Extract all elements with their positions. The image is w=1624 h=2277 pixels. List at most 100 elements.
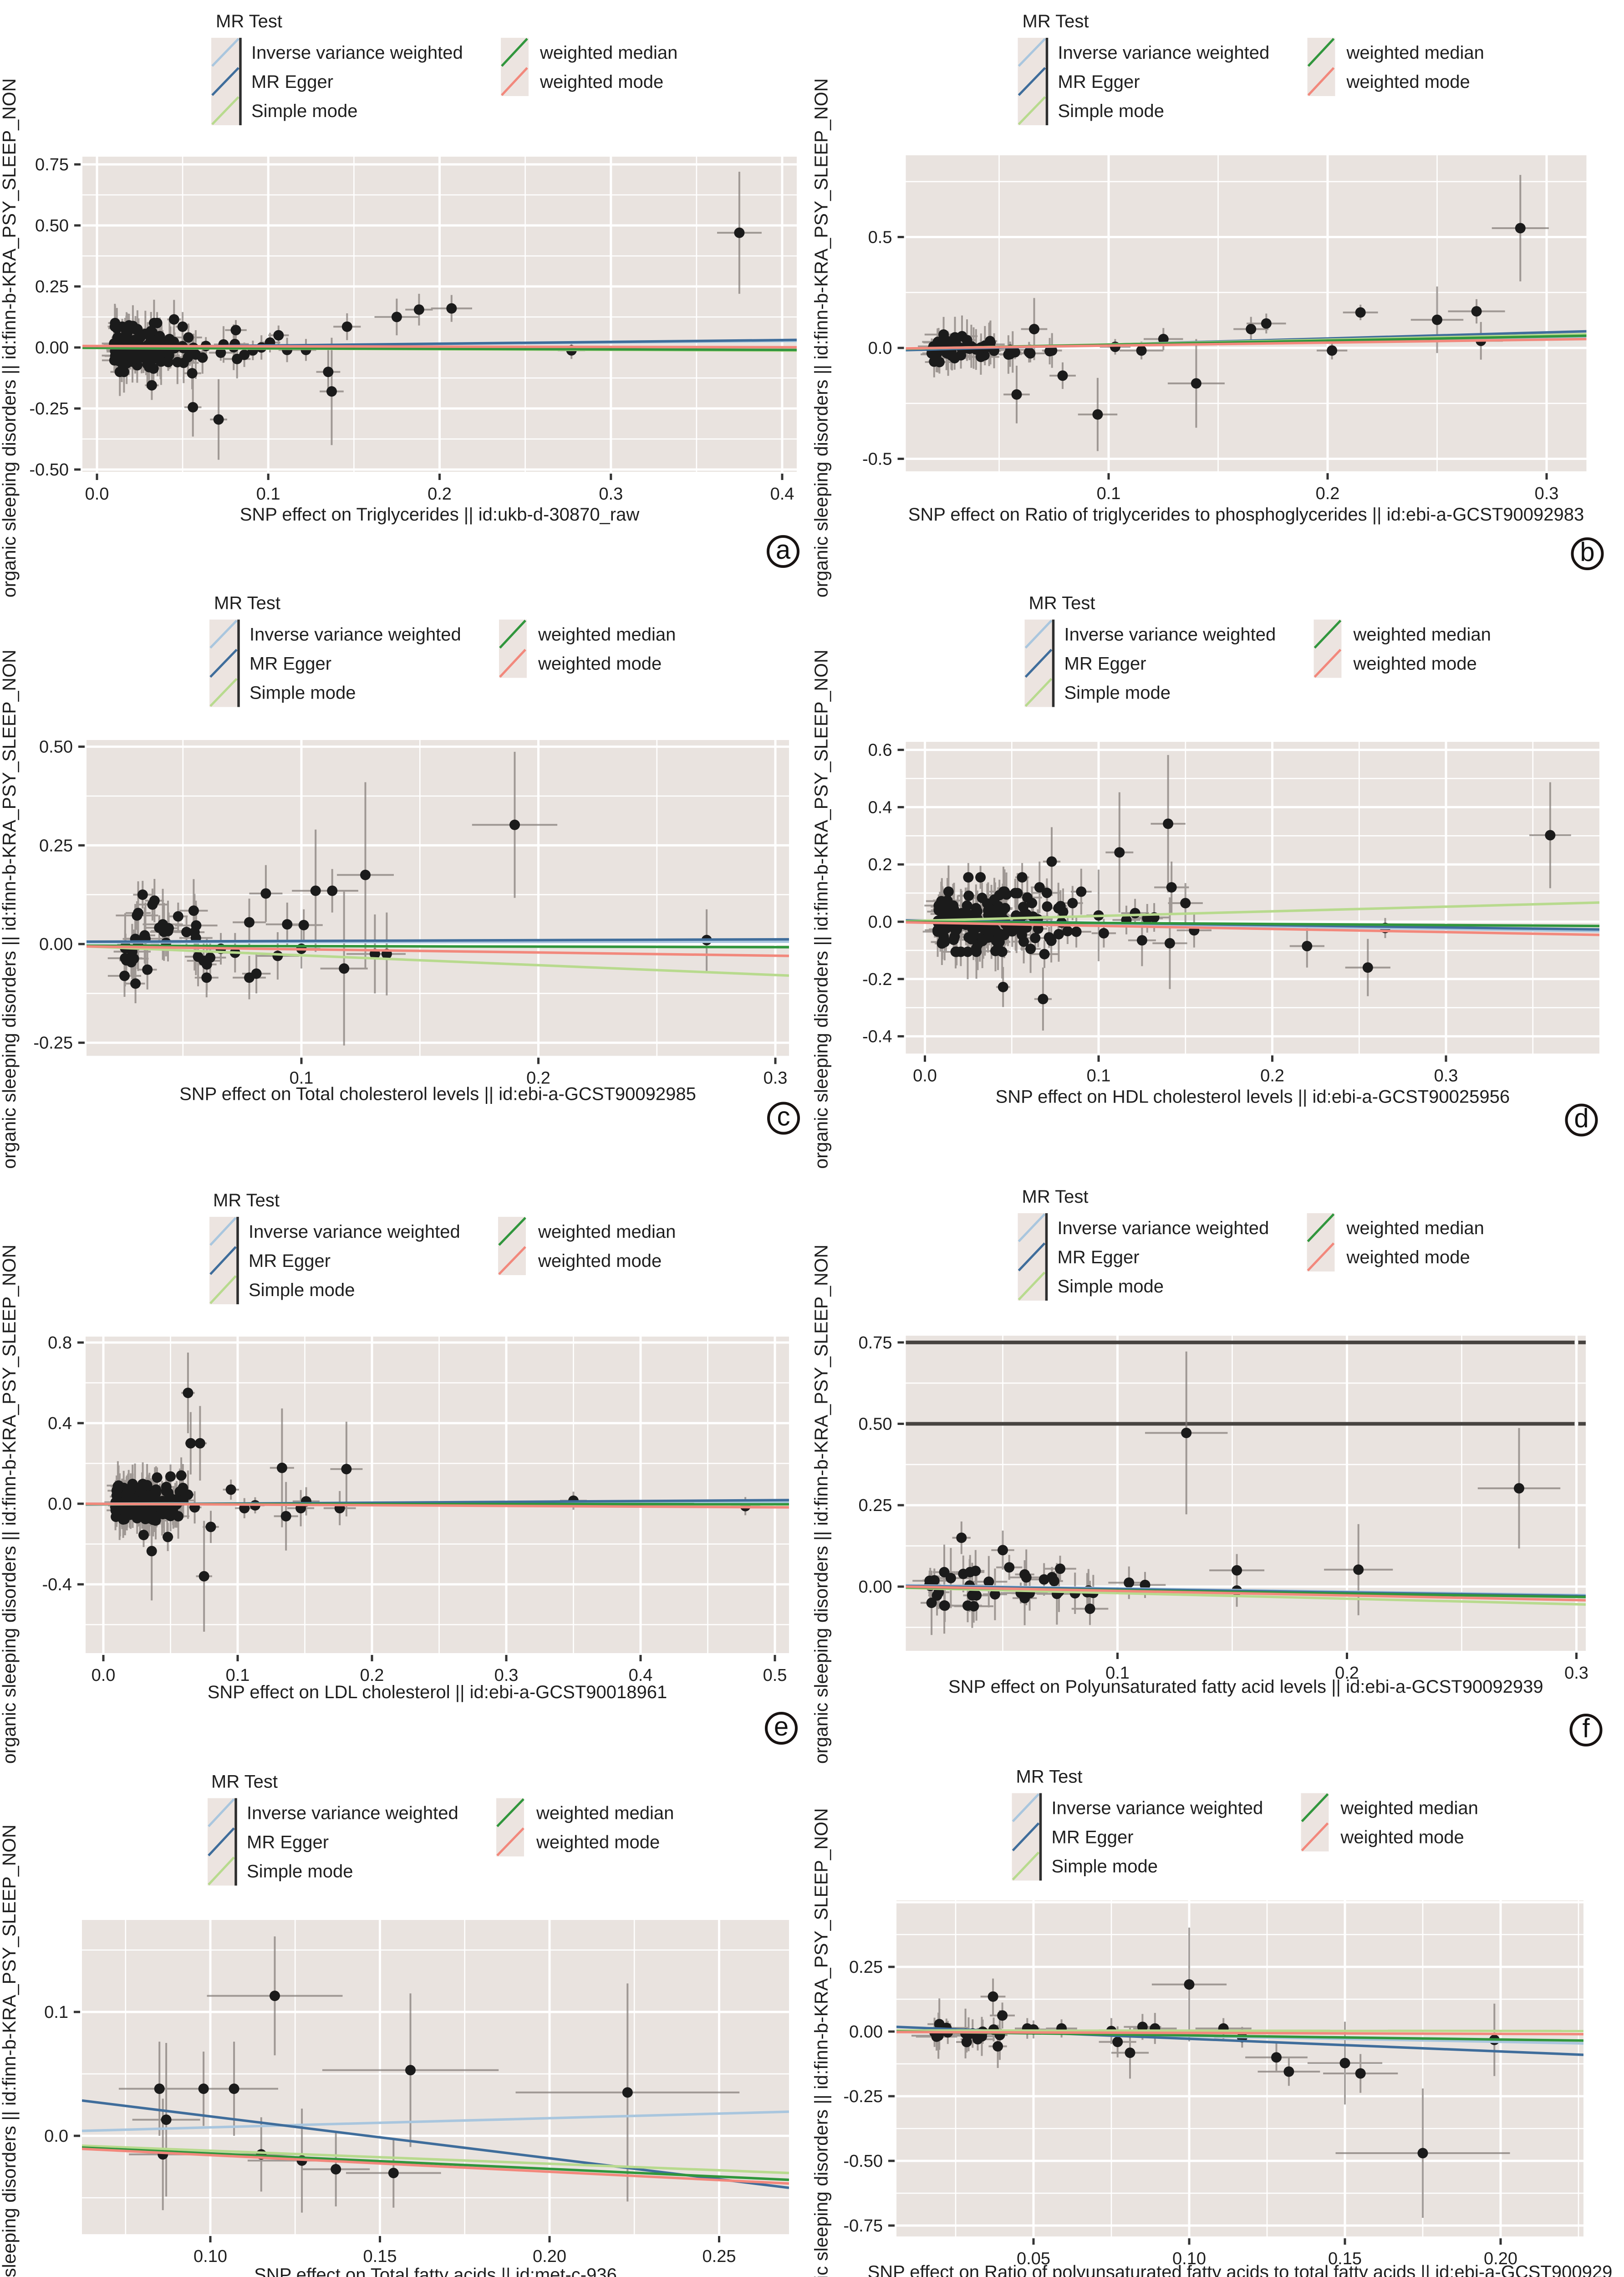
svg-text:Simple mode: Simple mode bbox=[251, 101, 357, 121]
svg-text:MR Test: MR Test bbox=[216, 11, 282, 31]
svg-text:organic sleeping disorders ||: organic sleeping disorders || id:finn-b-… bbox=[0, 1824, 20, 2277]
svg-text:weighted median: weighted median bbox=[538, 625, 676, 645]
svg-text:0.2: 0.2 bbox=[1316, 484, 1340, 503]
svg-text:Simple mode: Simple mode bbox=[249, 1280, 355, 1300]
svg-text:-0.75: -0.75 bbox=[843, 2216, 883, 2236]
svg-text:0.5: 0.5 bbox=[868, 228, 892, 247]
svg-text:weighted mode: weighted mode bbox=[1340, 1828, 1464, 1848]
svg-text:0.75: 0.75 bbox=[859, 1333, 892, 1353]
svg-text:0.0: 0.0 bbox=[913, 1067, 937, 1086]
svg-text:weighted mode: weighted mode bbox=[538, 1251, 662, 1271]
svg-text:MR Test: MR Test bbox=[211, 1772, 278, 1792]
svg-text:Simple mode: Simple mode bbox=[1058, 101, 1164, 121]
svg-text:0.00: 0.00 bbox=[859, 1578, 892, 1597]
svg-text:0.15: 0.15 bbox=[363, 2247, 397, 2266]
svg-text:weighted mode: weighted mode bbox=[538, 654, 662, 674]
svg-text:Inverse variance weighted: Inverse variance weighted bbox=[249, 1222, 460, 1242]
svg-text:0.3: 0.3 bbox=[1564, 1664, 1588, 1683]
svg-text:MR Egger: MR Egger bbox=[249, 654, 331, 674]
svg-text:0.25: 0.25 bbox=[35, 277, 69, 296]
svg-text:0.1: 0.1 bbox=[1105, 1664, 1130, 1683]
svg-text:0.00: 0.00 bbox=[849, 2022, 883, 2042]
svg-text:0.10: 0.10 bbox=[193, 2247, 227, 2266]
svg-text:0.0: 0.0 bbox=[868, 339, 892, 358]
svg-text:Inverse variance weighted: Inverse variance weighted bbox=[1052, 1798, 1263, 1818]
svg-text:SNP effect on Total cholestero: SNP effect on Total cholesterol levels |… bbox=[179, 1084, 696, 1104]
svg-text:SNP effect on Ratio of triglyc: SNP effect on Ratio of triglycerides to … bbox=[908, 505, 1584, 525]
svg-text:-0.50: -0.50 bbox=[843, 2152, 883, 2171]
svg-text:0.0: 0.0 bbox=[48, 1495, 72, 1514]
svg-text:Inverse variance weighted: Inverse variance weighted bbox=[247, 1803, 458, 1823]
svg-text:0.0: 0.0 bbox=[44, 2127, 68, 2146]
svg-text:0.5: 0.5 bbox=[763, 1666, 787, 1685]
svg-text:0.8: 0.8 bbox=[48, 1333, 72, 1353]
svg-text:MR Egger: MR Egger bbox=[251, 72, 333, 92]
svg-text:0.3: 0.3 bbox=[1535, 484, 1559, 503]
svg-text:0.4: 0.4 bbox=[770, 485, 794, 504]
svg-text:SNP effect on Triglycerides ||: SNP effect on Triglycerides || id:ukb-d-… bbox=[240, 505, 640, 525]
svg-text:0.3: 0.3 bbox=[494, 1666, 519, 1685]
svg-text:MR Egger: MR Egger bbox=[249, 1251, 331, 1271]
svg-text:0.1: 0.1 bbox=[290, 1069, 314, 1088]
svg-text:weighted median: weighted median bbox=[1346, 1218, 1484, 1238]
svg-text:0.00: 0.00 bbox=[35, 338, 69, 357]
svg-text:0.4: 0.4 bbox=[48, 1414, 72, 1433]
svg-text:MR Test: MR Test bbox=[1022, 1187, 1089, 1207]
svg-text:Simple mode: Simple mode bbox=[1052, 1857, 1158, 1877]
svg-text:Inverse variance weighted: Inverse variance weighted bbox=[251, 43, 463, 63]
svg-text:Simple mode: Simple mode bbox=[1058, 1276, 1164, 1297]
svg-text:0.1: 0.1 bbox=[226, 1666, 250, 1685]
svg-text:organic sleeping disorders ||: organic sleeping disorders || id:finn-b-… bbox=[811, 1245, 832, 1764]
svg-text:0.15: 0.15 bbox=[1328, 2249, 1362, 2268]
svg-text:MR Test: MR Test bbox=[214, 593, 280, 613]
svg-text:Inverse variance weighted: Inverse variance weighted bbox=[1058, 43, 1270, 63]
svg-text:0.3: 0.3 bbox=[764, 1069, 788, 1088]
svg-text:f: f bbox=[1582, 1714, 1590, 1743]
svg-text:organic sleeping disorders ||: organic sleeping disorders || id:finn-b-… bbox=[811, 1808, 832, 2277]
svg-text:organic sleeping disorders ||: organic sleeping disorders || id:finn-b-… bbox=[0, 78, 20, 597]
svg-text:weighted median: weighted median bbox=[538, 1222, 676, 1242]
svg-text:SNP effect on LDL cholesterol: SNP effect on LDL cholesterol || id:ebi-… bbox=[208, 1682, 667, 1702]
svg-text:-0.4: -0.4 bbox=[862, 1027, 892, 1047]
svg-text:0.10: 0.10 bbox=[1172, 2249, 1206, 2268]
svg-text:SNP effect on Ratio of polyuns: SNP effect on Ratio of polyunsaturated f… bbox=[868, 2262, 1613, 2277]
svg-text:0.2: 0.2 bbox=[868, 855, 892, 874]
svg-text:0.00: 0.00 bbox=[39, 935, 73, 954]
svg-text:0.2: 0.2 bbox=[526, 1069, 550, 1088]
svg-text:0.2: 0.2 bbox=[360, 1666, 384, 1685]
svg-text:MR Test: MR Test bbox=[1029, 593, 1095, 613]
svg-text:MR Egger: MR Egger bbox=[1058, 1247, 1140, 1267]
svg-text:weighted mode: weighted mode bbox=[1346, 72, 1470, 92]
svg-text:MR Test: MR Test bbox=[1016, 1767, 1083, 1787]
svg-text:-0.5: -0.5 bbox=[862, 450, 892, 469]
svg-text:-0.50: -0.50 bbox=[29, 460, 69, 480]
svg-text:0.1: 0.1 bbox=[256, 485, 280, 504]
svg-text:MR Egger: MR Egger bbox=[1052, 1828, 1134, 1848]
svg-text:MR Test: MR Test bbox=[1023, 11, 1089, 31]
svg-text:-0.2: -0.2 bbox=[862, 970, 892, 989]
svg-text:weighted median: weighted median bbox=[1346, 43, 1484, 63]
svg-text:c: c bbox=[777, 1102, 790, 1132]
svg-text:0.50: 0.50 bbox=[859, 1415, 892, 1434]
svg-text:0.1: 0.1 bbox=[1087, 1067, 1111, 1086]
svg-text:0.25: 0.25 bbox=[859, 1496, 892, 1515]
svg-text:-0.25: -0.25 bbox=[33, 1034, 73, 1053]
svg-text:weighted median: weighted median bbox=[536, 1803, 674, 1823]
svg-text:d: d bbox=[1574, 1104, 1588, 1133]
svg-text:-0.4: -0.4 bbox=[42, 1575, 72, 1594]
svg-text:0.4: 0.4 bbox=[629, 1666, 653, 1685]
svg-text:0.25: 0.25 bbox=[703, 2247, 736, 2266]
svg-text:0.2: 0.2 bbox=[1260, 1067, 1284, 1086]
svg-text:organic sleeping disorders ||: organic sleeping disorders || id:finn-b-… bbox=[811, 649, 832, 1169]
svg-text:-0.25: -0.25 bbox=[843, 2087, 883, 2106]
svg-text:MR Egger: MR Egger bbox=[1058, 72, 1140, 92]
svg-text:0.3: 0.3 bbox=[599, 485, 623, 504]
svg-text:organic sleeping disorders ||: organic sleeping disorders || id:finn-b-… bbox=[811, 78, 832, 597]
svg-text:0.75: 0.75 bbox=[35, 155, 69, 174]
svg-text:weighted mode: weighted mode bbox=[1353, 654, 1477, 674]
svg-text:Simple mode: Simple mode bbox=[247, 1862, 353, 1882]
svg-text:weighted mode: weighted mode bbox=[540, 72, 663, 92]
svg-text:0.2: 0.2 bbox=[428, 485, 452, 504]
svg-text:weighted median: weighted median bbox=[1353, 625, 1491, 645]
svg-text:b: b bbox=[1580, 537, 1594, 567]
